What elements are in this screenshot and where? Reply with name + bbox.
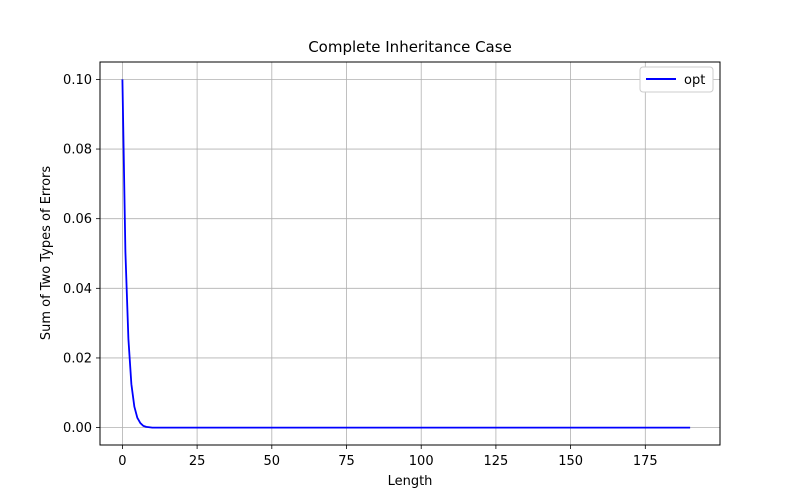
y-tick-label: 0.06 bbox=[63, 212, 92, 227]
plot-frame bbox=[99, 61, 721, 446]
x-tick-label: 50 bbox=[264, 454, 281, 469]
legend: opt bbox=[639, 66, 714, 93]
series-layer bbox=[121, 79, 691, 429]
x-tick-label: 25 bbox=[189, 454, 206, 469]
y-axis-ticks: 0.00 0.02 0.04 0.06 0.08 0.10 bbox=[63, 73, 100, 436]
legend-label-opt: opt bbox=[684, 73, 705, 88]
series-line-opt bbox=[121, 79, 691, 429]
grid bbox=[100, 62, 720, 445]
y-tick-label: 0.10 bbox=[63, 73, 92, 88]
x-axis-label: Length bbox=[388, 474, 433, 489]
y-tick-label: 0.08 bbox=[63, 143, 92, 158]
legend-box bbox=[639, 66, 714, 93]
x-axis-ticks: 0 25 50 75 100 125 150 175 bbox=[118, 445, 658, 469]
y-tick-label: 0.02 bbox=[63, 351, 92, 366]
y-tick-label: 0.00 bbox=[63, 421, 92, 436]
x-tick-label: 150 bbox=[558, 454, 583, 469]
x-tick-label: 125 bbox=[483, 454, 508, 469]
chart-title: Complete Inheritance Case bbox=[308, 38, 512, 56]
y-axis-label: Sum of Two Types of Errors bbox=[39, 166, 54, 341]
x-tick-label: 100 bbox=[409, 454, 434, 469]
x-tick-label: 75 bbox=[338, 454, 355, 469]
y-tick-label: 0.04 bbox=[63, 282, 92, 297]
x-tick-label: 175 bbox=[633, 454, 658, 469]
x-tick-label: 0 bbox=[118, 454, 126, 469]
